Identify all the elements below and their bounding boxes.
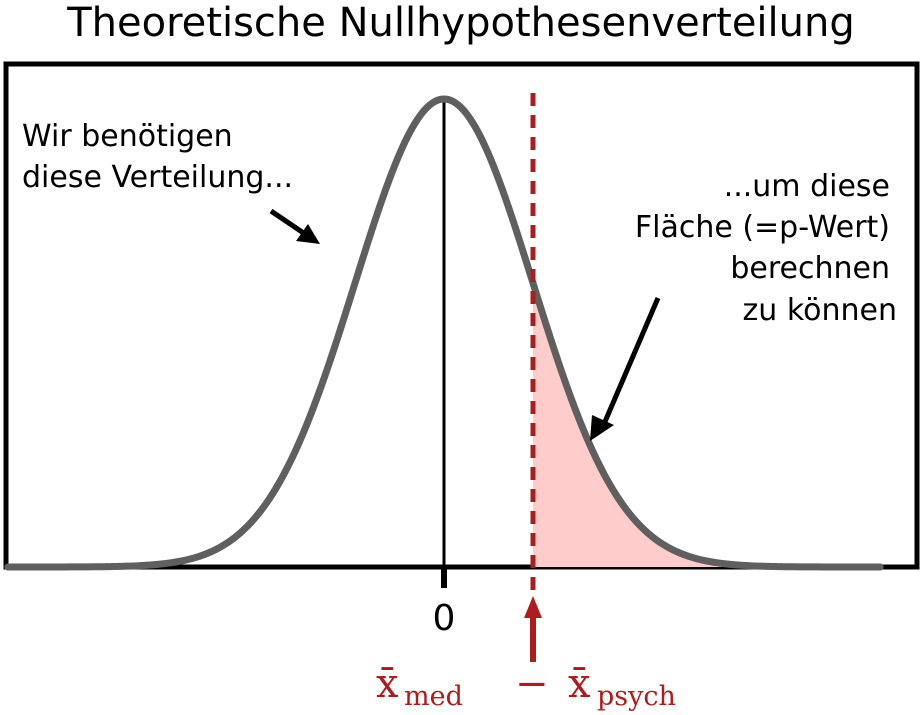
density-curve (4, 95, 884, 571)
plot-frame (3, 61, 920, 570)
right-annotation-line4: zu können (743, 293, 897, 328)
left-annotation-line2: diese Verteilung... (22, 160, 293, 195)
diagram-title: Theoretische Nullhypothesenverteilung (66, 0, 855, 46)
p-value-area (533, 283, 881, 567)
statistic-label: x̄ med − x̄ psych (376, 661, 676, 712)
right-annotation-line2: Fläche (=p-Wert) (635, 210, 890, 245)
left-annotation-arrow (269, 208, 320, 244)
statistic-xbar-1: x̄ (376, 661, 399, 707)
zero-tick-label: 0 (433, 598, 456, 639)
right-annotation-line1: ...um diese (724, 169, 890, 204)
observed-value-arrow (524, 596, 542, 662)
left-annotation-line1: Wir benötigen (22, 119, 233, 154)
statistic-subscript-psych: psych (597, 681, 676, 712)
right-annotation-line3: berechnen (730, 251, 890, 286)
right-annotation-arrow (590, 297, 661, 441)
statistic-minus: − (515, 661, 549, 707)
statistic-xbar-2: x̄ (568, 661, 591, 707)
statistic-subscript-med: med (404, 681, 463, 712)
